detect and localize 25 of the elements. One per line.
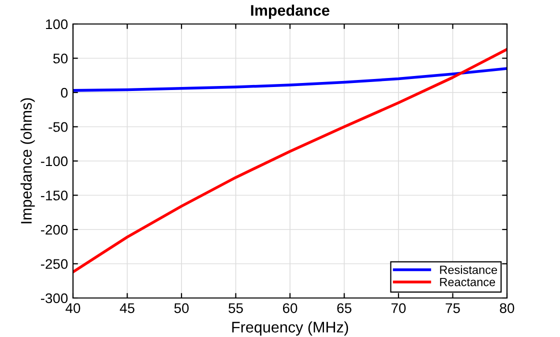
x-tick-label: 45: [120, 303, 134, 314]
y-tick-label: 100: [46, 19, 68, 30]
x-tick-label: 65: [337, 303, 352, 314]
x-tick-label: 40: [66, 303, 80, 314]
x-tick-label: 55: [228, 303, 243, 314]
legend-label: Reactance: [440, 278, 496, 286]
y-tick-label: -100: [40, 156, 68, 166]
chart-title: Impedance: [251, 4, 330, 19]
x-tick-label: 80: [500, 303, 514, 314]
x-tick-label: 50: [174, 303, 189, 314]
x-tick-label: 75: [446, 303, 460, 314]
y-tick-label: 50: [53, 54, 68, 64]
legend-label: Resistance: [440, 265, 498, 274]
y-tick-label: -300: [40, 293, 68, 304]
x-tick-label: 70: [391, 303, 406, 314]
line-series: [73, 48, 507, 274]
y-tick-label: -250: [40, 259, 68, 269]
x-axis-title: Frequency (MHz): [232, 321, 348, 336]
line-series: [73, 67, 507, 92]
x-tick-label: 60: [282, 303, 298, 314]
y-tick-label: -200: [40, 224, 68, 235]
y-tick-label: -150: [40, 190, 68, 200]
y-tick-label: -50: [48, 122, 68, 132]
y-tick-label: 0: [60, 88, 68, 98]
y-axis-title: Impedance (ohms): [20, 98, 35, 224]
